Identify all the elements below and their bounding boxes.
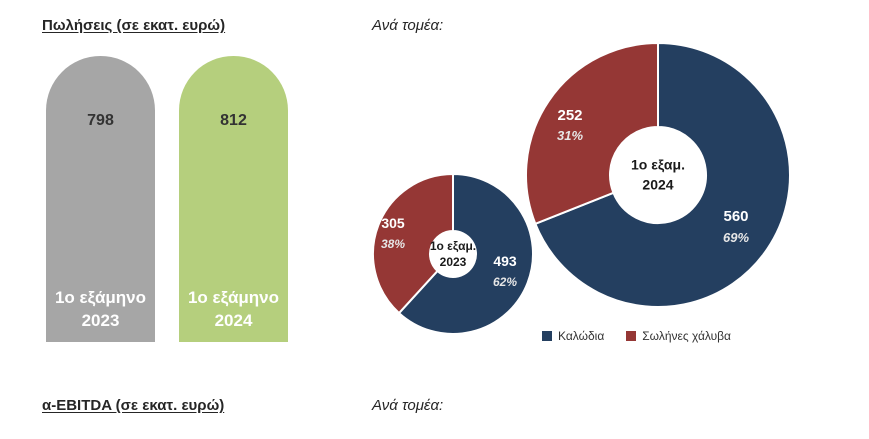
legend-label-steel-pipes: Σωλήνες χάλυβα [642, 329, 731, 343]
legend-item-cables: Καλώδια [542, 329, 604, 343]
donut-2023-percent-cables: 62% [493, 275, 517, 289]
by-sector-heading-2: Ανά τομέα: [372, 397, 444, 414]
ebitda-heading: α-EBITDA (σε εκατ. ευρώ) [42, 397, 225, 414]
bar-value-2023: 798 [87, 112, 114, 129]
legend: Καλώδια Σωλήνες χάλυβα [542, 329, 747, 343]
legend-label-cables: Καλώδια [558, 329, 605, 343]
legend-item-steel-pipes: Σωλήνες χάλυβα [626, 329, 731, 343]
sales-heading: Πωλήσεις (σε εκατ. ευρώ) [42, 17, 226, 34]
donut-2024-center-label: 2024 [642, 177, 673, 193]
donut-2024-percent-cables: 69% [723, 230, 749, 245]
bar-value-2024: 812 [220, 112, 247, 129]
donut-2023-value-cables: 493 [493, 253, 517, 269]
bar-label-2023: 1ο εξάμηνο 2023 [54, 288, 147, 330]
donut-2023-value-steel-pipes: 305 [381, 215, 405, 231]
bar-2023: 798 1ο εξάμηνο 2023 [46, 56, 155, 342]
donut-2024-value-steel-pipes: 252 [557, 107, 582, 124]
donut-2024-value-cables: 560 [723, 208, 748, 225]
donut-2023-center-label: 2023 [440, 255, 467, 269]
donut-2024-hole [610, 127, 706, 223]
by-sector-heading: Ανά τομέα: [372, 17, 444, 34]
donut-2024-center-label: 1ο εξαμ. [631, 157, 685, 173]
legend-swatch-steel-pipes [626, 331, 637, 341]
donut-2024-percent-steel-pipes: 31% [557, 128, 583, 143]
donut-2023-percent-steel-pipes: 38% [381, 237, 405, 251]
bar-label-2024: 1ο εξάμηνο 2024 [187, 288, 280, 330]
donut-2023-center-label: 1ο εξαμ. [430, 239, 476, 253]
legend-swatch-cables [542, 331, 552, 341]
donut-2023-hole [430, 231, 476, 277]
bar-2024: 812 1ο εξάμηνο 2024 [179, 56, 288, 342]
